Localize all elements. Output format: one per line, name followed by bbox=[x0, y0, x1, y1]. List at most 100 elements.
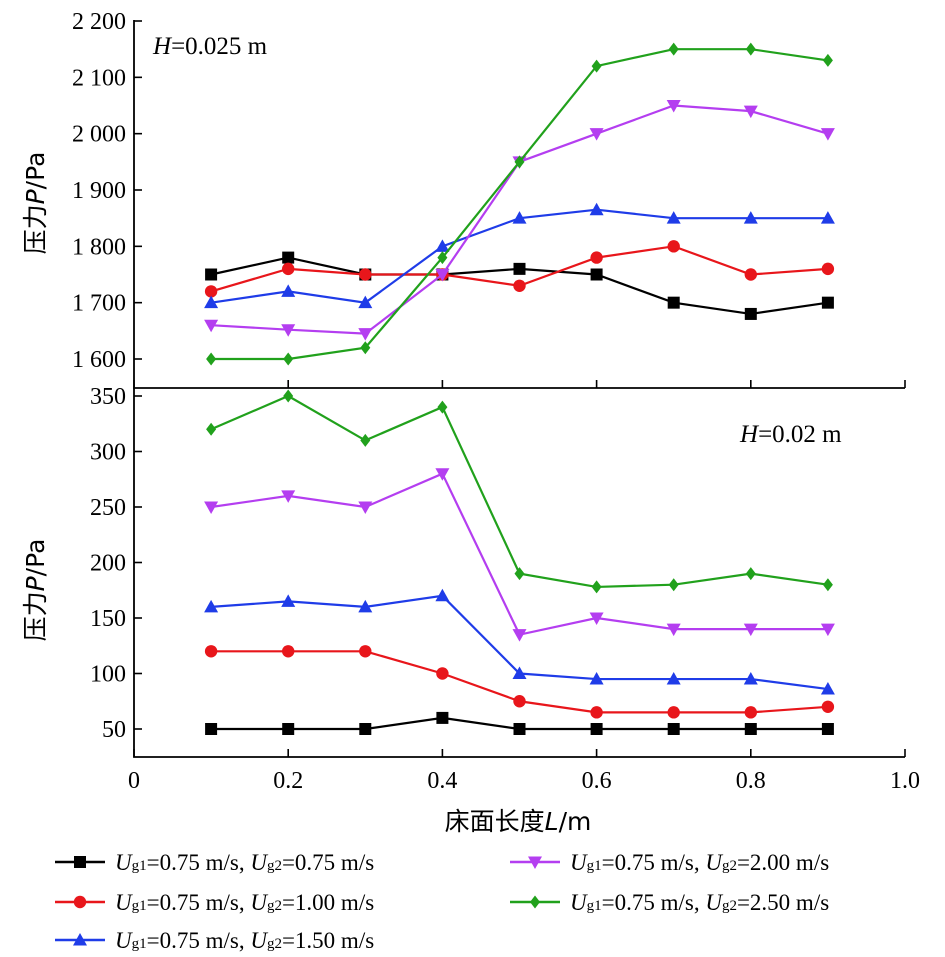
top-series-2-point bbox=[513, 279, 526, 292]
bottom-series-3-point bbox=[204, 599, 219, 613]
bottom-y-tick-label: 200 bbox=[90, 551, 126, 577]
legend-item-5: Ug1=0.75 m/s, Ug2=2.50 m/s bbox=[510, 890, 829, 915]
legend-label: Ug1=0.75 m/s, Ug2=2.00 m/s bbox=[570, 850, 829, 875]
top-series-5-point bbox=[206, 352, 217, 366]
bottom-y-axis-label: 压力P/Pa bbox=[21, 539, 50, 642]
top-series-1-point bbox=[744, 307, 757, 320]
bottom-series-3-point bbox=[512, 666, 527, 679]
bottom-annotation-rest: =0.02 m bbox=[758, 421, 842, 448]
top-series-5-point bbox=[360, 341, 371, 355]
top-y-tick-label: 2 200 bbox=[72, 9, 126, 35]
bottom-series-1-point bbox=[282, 723, 295, 735]
legend-label: Ug1=0.75 m/s, Ug2=2.50 m/s bbox=[570, 890, 829, 915]
bottom-series-1-point bbox=[513, 723, 526, 735]
bottom-series-3-point bbox=[589, 672, 604, 685]
x-tick-label: 0.2 bbox=[273, 768, 303, 794]
bottom-series-2-point bbox=[513, 695, 526, 708]
top-y-tick-label: 2 100 bbox=[72, 65, 126, 91]
top-series-2-point bbox=[204, 285, 218, 298]
top-series-4-point bbox=[435, 269, 450, 282]
top-series-4-point bbox=[204, 319, 219, 333]
top-y-tick-label: 1 900 bbox=[72, 178, 126, 204]
top-series-5-point bbox=[822, 53, 833, 67]
top-series-3-point bbox=[512, 211, 527, 224]
bottom-series-1-point bbox=[667, 723, 680, 735]
bottom-series-1-point bbox=[590, 723, 603, 735]
top-series-2-point bbox=[667, 240, 680, 253]
x-axis-label: 床面长度L/m bbox=[445, 807, 592, 836]
top-series-3-point bbox=[589, 202, 604, 216]
bottom-series-2-point bbox=[667, 706, 680, 719]
bottom-y-tick-label: 250 bbox=[90, 495, 126, 521]
bottom-series-2-point bbox=[436, 667, 449, 680]
legend-item-1: Ug1=0.75 m/s, Ug2=0.75 m/s bbox=[55, 850, 374, 875]
bottom-series-4-point bbox=[204, 501, 219, 514]
legend-marker-sample bbox=[530, 895, 540, 909]
top-series-4-point bbox=[589, 128, 604, 141]
top-series-5-point bbox=[668, 42, 679, 56]
top-series-4-point bbox=[666, 100, 681, 113]
top-series-5-point bbox=[591, 59, 602, 73]
bottom-y-tick-label: 150 bbox=[90, 606, 126, 632]
top-y-tick-label: 1 700 bbox=[72, 291, 126, 317]
top-y-tick-label: 2 000 bbox=[72, 122, 126, 148]
bottom-series-2-point bbox=[744, 706, 757, 719]
top-series-5-point bbox=[745, 42, 756, 56]
top-series-1-point bbox=[205, 268, 218, 281]
x-tick-label: 1.0 bbox=[890, 768, 920, 794]
top-series-3-point bbox=[435, 239, 450, 252]
bottom-series-5-point bbox=[360, 433, 371, 447]
top-y-tick-label: 1 600 bbox=[72, 347, 126, 373]
xlabel-var: L bbox=[545, 807, 559, 836]
x-tick-label: 0.6 bbox=[582, 768, 612, 794]
top-series-1-point bbox=[590, 268, 603, 281]
bottom-series-3-point bbox=[435, 588, 450, 602]
bottom-series-5-point bbox=[514, 567, 525, 581]
bottom-series-line-4 bbox=[210, 472, 828, 636]
bottom-ylabel-var: P bbox=[21, 575, 50, 591]
top-series-5-point bbox=[283, 352, 294, 366]
x-tick-label: 0.4 bbox=[427, 768, 457, 794]
bottom-series-3-point bbox=[820, 682, 835, 695]
bottom-y-tick-label: 300 bbox=[90, 440, 126, 466]
bottom-ylabel-unit: /Pa bbox=[21, 539, 50, 577]
top-series-2-point bbox=[590, 251, 603, 264]
top-series-1-point bbox=[667, 296, 680, 309]
bottom-series-1-point bbox=[359, 723, 372, 735]
top-series-5-point bbox=[437, 251, 448, 265]
legend-marker-sample bbox=[73, 933, 87, 946]
top-series-2-point bbox=[359, 268, 372, 281]
top-series-1-point bbox=[821, 296, 834, 309]
top-series-1-point bbox=[513, 262, 526, 275]
bottom-series-5-point bbox=[283, 389, 294, 403]
bottom-series-1-point bbox=[744, 723, 757, 735]
top-series-3-point bbox=[204, 295, 219, 309]
legend-marker-sample bbox=[74, 856, 86, 868]
xlabel-prefix: 床面长度 bbox=[445, 807, 545, 836]
bottom-series-3-point bbox=[358, 599, 373, 613]
top-series-2-point bbox=[282, 262, 295, 276]
legend-item-3: Ug1=0.75 m/s, Ug2=1.50 m/s bbox=[55, 928, 374, 953]
top-series-3-point bbox=[666, 211, 681, 224]
top-ylabel-unit: /Pa bbox=[21, 152, 50, 190]
top-series-4-point bbox=[820, 128, 835, 141]
top-annotation-rest: =0.025 m bbox=[171, 33, 268, 60]
top-series-3-point bbox=[743, 211, 758, 224]
legend: Ug1=0.75 m/s, Ug2=0.75 m/s Ug1=0.75 m/s, … bbox=[55, 850, 829, 953]
bottom-series-2-point bbox=[282, 645, 295, 658]
bottom-series-4-point bbox=[435, 468, 450, 481]
bottom-series-line-5 bbox=[210, 394, 829, 589]
bottom-axis-frame bbox=[133, 388, 905, 758]
bottom-series-5-point bbox=[206, 422, 217, 436]
legend-label: Ug1=0.75 m/s, Ug2=1.00 m/s bbox=[115, 890, 374, 915]
bottom-series-4-point bbox=[281, 490, 296, 503]
top-y-tick-label: 1 800 bbox=[72, 234, 126, 260]
bottom-series-2-point bbox=[821, 700, 835, 713]
bottom-series-2-point bbox=[359, 645, 372, 658]
top-axis-frame bbox=[133, 20, 905, 389]
bottom-ylabel-prefix: 压力 bbox=[21, 591, 50, 641]
bottom-series-4-point bbox=[666, 623, 681, 637]
top-panel-annotation: H=0.025 m bbox=[152, 33, 268, 60]
bottom-y-tick-label: 100 bbox=[90, 662, 126, 688]
